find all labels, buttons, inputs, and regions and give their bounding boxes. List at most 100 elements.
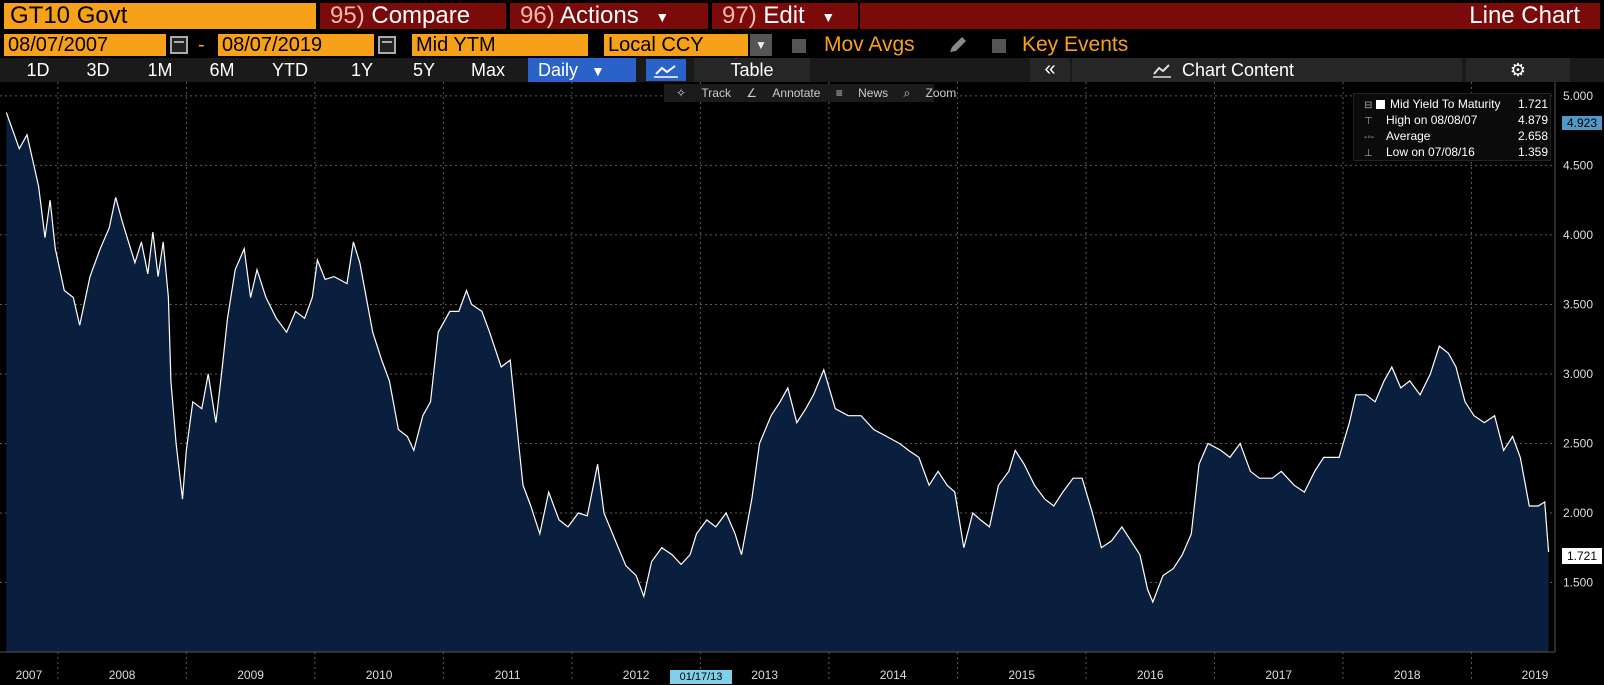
edit-button[interactable]: 97) Edit ▼ <box>712 3 858 29</box>
chart-legend[interactable]: ⊟ Mid Yield To Maturity 1.721 ⊤ High on … <box>1353 93 1551 161</box>
ticker-field[interactable]: GT10 Govt <box>4 3 316 29</box>
x-tick-label: 2013 <box>751 668 778 682</box>
calendar-icon[interactable] <box>378 36 396 54</box>
news-tool[interactable]: ≡ News <box>835 86 889 100</box>
range-6m[interactable]: 6M <box>209 60 235 80</box>
legend-low-label: Low on 07/08/16 <box>1386 145 1475 159</box>
track-label: Track <box>701 86 731 100</box>
legend-series-label: Mid Yield To Maturity <box>1390 97 1501 111</box>
legend-high-value: 4.879 <box>1517 113 1548 127</box>
y-tick-label: 2.500 <box>1563 436 1593 450</box>
series-line <box>5 112 1550 604</box>
x-tick-label: 2015 <box>1008 668 1035 682</box>
range-5y[interactable]: 5Y <box>412 60 436 80</box>
currency-dropdown-icon[interactable]: ▼ <box>750 34 772 56</box>
x-tick-label: 2008 <box>109 668 136 682</box>
line-chart-icon[interactable] <box>646 59 686 81</box>
actions-number: 96) <box>520 2 555 29</box>
chart-content-label: Chart Content <box>1182 60 1295 80</box>
actions-button[interactable]: 96) Actions ▼ <box>510 3 708 29</box>
key-events-label[interactable]: Key Events <box>1022 33 1129 56</box>
key-events-checkbox[interactable] <box>992 39 1006 53</box>
x-axis: 2007 2008 2009 2010 2011 2012 2013 2014 2015 2016… <box>16 668 1549 682</box>
x-tick-label: 2014 <box>880 668 907 682</box>
x-tick-label: 2017 <box>1265 668 1292 682</box>
y-tick-label: 4.000 <box>1563 228 1593 242</box>
y-tick-label: 1.500 <box>1563 575 1593 589</box>
y-tick-label: 5.000 <box>1563 89 1593 103</box>
legend-low-value: 1.359 <box>1517 145 1548 159</box>
legend-series-value: 1.721 <box>1517 97 1548 111</box>
chart-content-icon <box>1153 64 1171 78</box>
caret-down-icon: ▼ <box>591 63 605 79</box>
collapse-button[interactable]: « <box>1030 58 1070 82</box>
legend-high-label: High on 08/08/07 <box>1386 113 1478 127</box>
low-marker-icon: ⊥ <box>1364 148 1373 159</box>
range-max[interactable]: Max <box>470 60 505 80</box>
line-chart[interactable]: 2007 2008 2009 2010 2011 2012 2013 2014 2015 2016… <box>0 82 1604 685</box>
settings-button[interactable]: ⚙ <box>1466 58 1570 82</box>
news-label: News <box>858 86 889 100</box>
currency-selector[interactable]: Local CCY <box>604 34 748 56</box>
title-bar: Line Chart <box>860 3 1600 29</box>
x-tick-label: 2007 <box>16 668 43 682</box>
track-tool[interactable]: ✧ Track <box>676 86 731 100</box>
x-tick-label: 2012 <box>623 668 650 682</box>
chart-content-button[interactable]: Chart Content <box>1072 58 1462 82</box>
x-tick-label: 2018 <box>1394 668 1421 682</box>
compare-button[interactable]: 95) Compare <box>320 3 506 29</box>
caret-down-icon: ▼ <box>655 8 670 25</box>
x-tick-label: 2011 <box>495 668 521 682</box>
frequency-label: Daily <box>538 60 579 80</box>
frequency-dropdown[interactable]: Daily ▼ <box>528 58 636 82</box>
y-tick-label: 4.500 <box>1563 158 1593 172</box>
caret-down-icon: ▼ <box>821 8 836 25</box>
end-date-field[interactable]: 08/07/2019 <box>218 34 374 56</box>
edit-number: 97) <box>722 2 757 29</box>
gear-icon: ⚙ <box>1509 60 1527 80</box>
high-marker-icon: ⊤ <box>1364 116 1373 127</box>
range-bar: 1D 3D 1M 6M YTD 1Y 5Y Max Daily ▼ Table … <box>0 58 1604 82</box>
pencil-icon[interactable] <box>948 36 968 54</box>
legend-high-row: ⊤ High on 08/08/07 4.879 <box>1354 112 1552 128</box>
y-axis: 1.500 2.000 2.500 3.000 3.500 4.000 4.500 5.000 <box>1563 89 1593 590</box>
legend-average-value: 2.658 <box>1517 129 1548 143</box>
series-area <box>6 112 1549 653</box>
x-tick-label: 2009 <box>237 668 264 682</box>
settings-bar: 08/07/2007 - 08/07/2019 Mid YTM Local CC… <box>0 32 1604 58</box>
calendar-icon[interactable] <box>170 36 188 54</box>
x-tick-label: 2016 <box>1137 668 1164 682</box>
mov-avgs-label[interactable]: Mov Avgs <box>824 33 915 56</box>
collapse-icon[interactable]: ⊟ <box>1364 100 1373 111</box>
actions-label: Actions <box>560 2 639 29</box>
date-separator: - <box>198 34 205 56</box>
table-button[interactable]: Table <box>694 58 810 82</box>
legend-series-row: ⊟ Mid Yield To Maturity 1.721 <box>1354 96 1552 112</box>
legend-low-row: ⊥ Low on 07/08/16 1.359 <box>1354 144 1552 160</box>
mov-avgs-checkbox[interactable] <box>792 39 806 53</box>
range-1m[interactable]: 1M <box>147 60 173 80</box>
range-3d[interactable]: 3D <box>86 60 110 80</box>
zoom-label: Zoom <box>925 86 957 100</box>
start-value-tag: 4.923 <box>1562 116 1602 130</box>
compare-label: Compare <box>371 2 471 29</box>
y-tick-label: 3.500 <box>1563 297 1593 311</box>
range-1y[interactable]: 1Y <box>350 60 374 80</box>
compare-number: 95) <box>330 2 365 29</box>
annotate-tool[interactable]: ∠ Annotate <box>746 86 821 100</box>
annotate-label: Annotate <box>772 86 821 100</box>
y-tick-label: 2.000 <box>1563 506 1593 520</box>
legend-average-row: -◦- Average 2.658 <box>1354 128 1552 144</box>
page-title: Line Chart <box>1469 2 1580 29</box>
range-ytd[interactable]: YTD <box>272 60 308 80</box>
range-1d[interactable]: 1D <box>26 60 50 80</box>
x-tick-label: 2019 <box>1522 668 1549 682</box>
x-tick-label: 2010 <box>366 668 393 682</box>
y-tick-label: 3.000 <box>1563 367 1593 381</box>
field-selector[interactable]: Mid YTM <box>412 34 588 56</box>
edit-label: Edit <box>763 2 805 29</box>
zoom-tool[interactable]: ⌕ Zoom <box>903 86 957 100</box>
series-swatch <box>1376 100 1385 109</box>
legend-average-label: Average <box>1386 129 1431 143</box>
start-date-field[interactable]: 08/07/2007 <box>4 34 166 56</box>
